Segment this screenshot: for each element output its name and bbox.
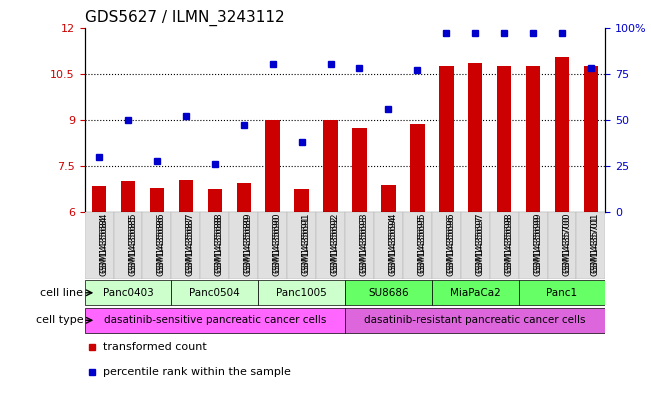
Text: GSM1435693: GSM1435693	[359, 212, 368, 273]
Bar	[497, 66, 512, 212]
Text: transformed count: transformed count	[103, 342, 206, 352]
Text: Panc1005: Panc1005	[276, 288, 327, 298]
FancyBboxPatch shape	[461, 212, 490, 279]
Text: GSM1435694: GSM1435694	[389, 215, 397, 276]
FancyBboxPatch shape	[229, 212, 258, 279]
Text: GSM1435687: GSM1435687	[186, 215, 195, 276]
Text: GSM1435684: GSM1435684	[99, 215, 108, 276]
Bar	[526, 66, 540, 212]
Bar	[324, 120, 338, 212]
Bar	[584, 66, 598, 212]
Bar	[294, 189, 309, 212]
Text: GSM1435700: GSM1435700	[562, 212, 571, 273]
Text: Panc0403: Panc0403	[103, 288, 154, 298]
FancyBboxPatch shape	[345, 281, 432, 305]
Bar	[381, 184, 396, 212]
FancyBboxPatch shape	[374, 212, 403, 279]
Text: GSM1435696: GSM1435696	[447, 212, 455, 273]
Text: GSM1435687: GSM1435687	[186, 212, 195, 273]
Bar	[208, 189, 222, 212]
Bar	[352, 128, 367, 212]
FancyBboxPatch shape	[287, 212, 316, 279]
FancyBboxPatch shape	[345, 212, 374, 279]
Text: percentile rank within the sample: percentile rank within the sample	[103, 367, 291, 377]
Text: GSM1435689: GSM1435689	[243, 212, 253, 273]
FancyBboxPatch shape	[201, 212, 229, 279]
Text: GSM1435700: GSM1435700	[562, 215, 571, 276]
Text: GSM1435696: GSM1435696	[447, 215, 455, 276]
Text: GSM1435684: GSM1435684	[99, 212, 108, 273]
Text: GSM1435691: GSM1435691	[301, 212, 311, 273]
Bar	[178, 180, 193, 212]
Bar	[92, 186, 106, 212]
FancyBboxPatch shape	[113, 212, 143, 279]
Text: GSM1435686: GSM1435686	[157, 215, 166, 276]
Text: Panc1: Panc1	[546, 288, 577, 298]
FancyBboxPatch shape	[316, 212, 345, 279]
FancyBboxPatch shape	[85, 281, 171, 305]
Text: GSM1435690: GSM1435690	[273, 215, 282, 276]
FancyBboxPatch shape	[345, 308, 605, 332]
Text: GSM1435686: GSM1435686	[157, 212, 166, 273]
Text: GSM1435698: GSM1435698	[504, 215, 513, 276]
Text: GDS5627 / ILMN_3243112: GDS5627 / ILMN_3243112	[85, 10, 284, 26]
FancyBboxPatch shape	[519, 281, 605, 305]
FancyBboxPatch shape	[432, 212, 461, 279]
FancyBboxPatch shape	[519, 212, 547, 279]
FancyBboxPatch shape	[403, 212, 432, 279]
Text: SU8686: SU8686	[368, 288, 409, 298]
Bar	[468, 63, 482, 212]
FancyBboxPatch shape	[171, 212, 201, 279]
Bar	[439, 66, 454, 212]
Text: dasatinib-sensitive pancreatic cancer cells: dasatinib-sensitive pancreatic cancer ce…	[104, 315, 326, 325]
FancyBboxPatch shape	[577, 212, 605, 279]
Text: GSM1435694: GSM1435694	[389, 212, 397, 273]
FancyBboxPatch shape	[258, 212, 287, 279]
FancyBboxPatch shape	[143, 212, 171, 279]
Text: cell line: cell line	[40, 288, 83, 298]
FancyBboxPatch shape	[490, 212, 519, 279]
FancyBboxPatch shape	[432, 281, 519, 305]
FancyBboxPatch shape	[258, 281, 345, 305]
Text: GSM1435688: GSM1435688	[215, 215, 224, 276]
Text: GSM1435690: GSM1435690	[273, 212, 282, 273]
Text: dasatinib-resistant pancreatic cancer cells: dasatinib-resistant pancreatic cancer ce…	[365, 315, 586, 325]
Text: GSM1435701: GSM1435701	[591, 212, 600, 273]
Text: GSM1435698: GSM1435698	[504, 212, 513, 273]
Text: GSM1435692: GSM1435692	[331, 212, 340, 273]
Bar	[266, 120, 280, 212]
Text: GSM1435691: GSM1435691	[301, 215, 311, 276]
Text: GSM1435685: GSM1435685	[128, 212, 137, 273]
Text: GSM1435693: GSM1435693	[359, 215, 368, 276]
Bar	[410, 125, 424, 212]
Text: GSM1435697: GSM1435697	[475, 215, 484, 276]
Text: GSM1435692: GSM1435692	[331, 215, 340, 276]
Text: GSM1435689: GSM1435689	[243, 215, 253, 276]
Bar	[236, 183, 251, 212]
Text: GSM1435701: GSM1435701	[591, 215, 600, 276]
Text: Panc0504: Panc0504	[189, 288, 240, 298]
Text: MiaPaCa2: MiaPaCa2	[450, 288, 501, 298]
Text: GSM1435697: GSM1435697	[475, 212, 484, 273]
FancyBboxPatch shape	[85, 212, 113, 279]
Text: GSM1435695: GSM1435695	[417, 212, 426, 273]
Text: GSM1435688: GSM1435688	[215, 212, 224, 273]
Text: GSM1435699: GSM1435699	[533, 215, 542, 276]
FancyBboxPatch shape	[171, 281, 258, 305]
Bar	[150, 187, 164, 212]
Text: GSM1435699: GSM1435699	[533, 212, 542, 273]
Bar	[121, 182, 135, 212]
FancyBboxPatch shape	[85, 308, 345, 332]
Text: GSM1435695: GSM1435695	[417, 215, 426, 276]
Text: GSM1435685: GSM1435685	[128, 215, 137, 276]
Text: cell type: cell type	[36, 315, 83, 325]
FancyBboxPatch shape	[547, 212, 577, 279]
Bar	[555, 57, 569, 212]
